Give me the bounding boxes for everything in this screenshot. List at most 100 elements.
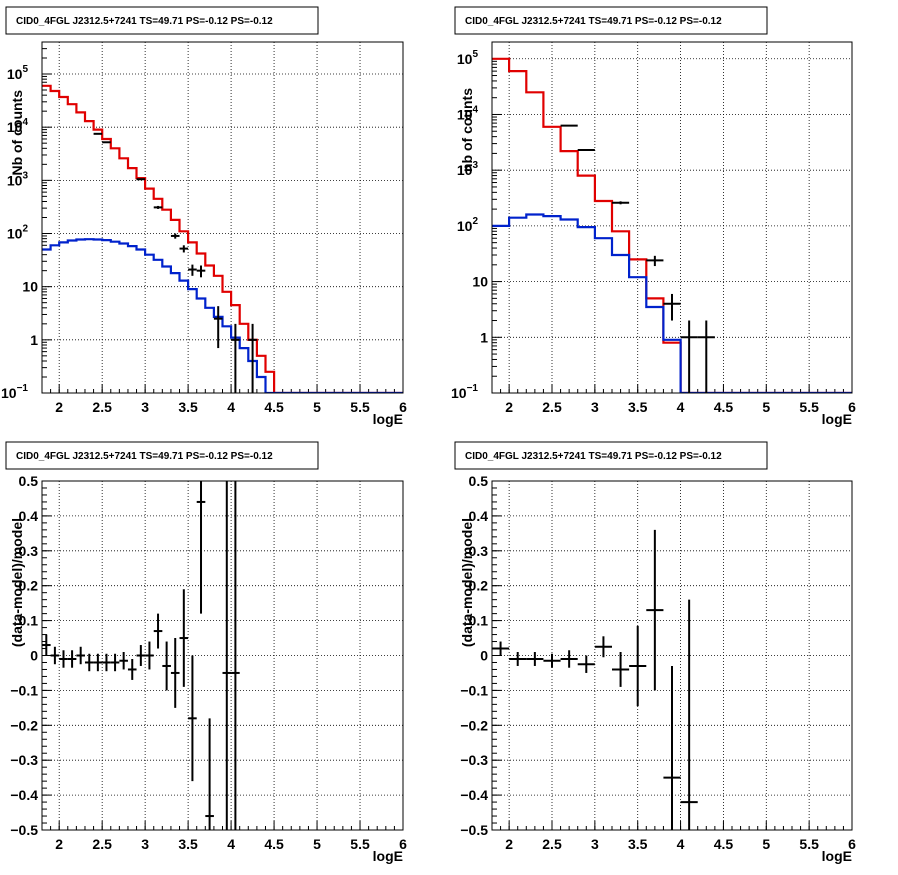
x-tick-label: 2.5 (542, 399, 562, 415)
x-tick-label: 3.5 (178, 836, 198, 852)
title-box (454, 441, 768, 470)
y-tick-label: −0.4 (460, 787, 488, 803)
title-box (5, 6, 319, 35)
y-tick-label: −0.2 (460, 717, 488, 733)
x-axis-title: logE (822, 411, 852, 427)
y-tick-label: −0.1 (10, 682, 38, 698)
title-box (5, 441, 319, 470)
x-tick-label: 5 (762, 399, 770, 415)
y-tick-label: 102 (7, 224, 29, 242)
y-tick-label: 103 (457, 160, 479, 178)
panel-title: CID0_4FGL J2312.5+7241 TS=49.71 PS=-0.12… (465, 16, 722, 27)
x-tick-label: 4.5 (264, 836, 284, 852)
plot-frame (491, 480, 853, 831)
y-tick-label: 0.1 (469, 613, 489, 629)
source_model-histogram (42, 238, 403, 393)
x-tick-label: 6 (848, 836, 856, 852)
y-tick-label: 0.4 (469, 508, 489, 524)
x-tick-label: 4 (227, 836, 235, 852)
total_model-histogram (42, 84, 403, 393)
x-tick-label: 4 (227, 399, 235, 415)
y-tick-label: 105 (7, 64, 29, 82)
plot-frame (491, 41, 853, 394)
x-axis-title: logE (373, 411, 403, 427)
y-tick-label: 0.1 (19, 613, 39, 629)
y-tick-label: 105 (457, 49, 479, 67)
plot-area (492, 529, 698, 830)
x-tick-label: 5.5 (350, 399, 370, 415)
panel-title: CID0_4FGL J2312.5+7241 TS=49.71 PS=-0.12… (16, 451, 273, 462)
x-tick-label: 3 (591, 836, 599, 852)
y-axis-title: nb of counts (459, 88, 475, 172)
y-tick-label: 10−1 (451, 383, 478, 401)
title-box (454, 6, 768, 35)
y-tick-label: 0.5 (19, 473, 39, 489)
panel-counts-fine-bins: CID0_4FGL J2312.5+7241 TS=49.71 PS=-0.12… (1, 6, 407, 427)
y-tick-label: 104 (7, 117, 29, 135)
y-tick-label: 10−1 (1, 383, 28, 401)
plot-frame (41, 480, 404, 831)
panel-residuals-coarse-bins: CID0_4FGL J2312.5+7241 TS=49.71 PS=-0.12… (454, 441, 856, 864)
x-tick-label: 5 (762, 836, 770, 852)
y-tick-label: −0.3 (10, 752, 38, 768)
y-tick-label: 0.2 (469, 578, 489, 594)
y-tick-label: 104 (457, 104, 479, 122)
x-tick-label: 4.5 (264, 399, 284, 415)
x-tick-label: 2.5 (92, 836, 112, 852)
panel-title: CID0_4FGL J2312.5+7241 TS=49.71 PS=-0.12… (16, 16, 273, 27)
y-tick-label: −0.4 (10, 787, 38, 803)
x-tick-label: 6 (399, 399, 407, 415)
x-tick-label: 2 (55, 399, 63, 415)
y-tick-label: 102 (457, 216, 479, 234)
x-tick-label: 5 (313, 836, 321, 852)
x-tick-label: 4.5 (714, 399, 734, 415)
y-tick-label: 0.3 (19, 543, 39, 559)
x-tick-label: 5.5 (799, 836, 819, 852)
x-tick-label: 5.5 (799, 399, 819, 415)
y-tick-label: 0.4 (19, 508, 39, 524)
x-tick-label: 2 (505, 836, 513, 852)
x-tick-label: 2 (55, 836, 63, 852)
y-tick-label: 10 (22, 279, 38, 295)
plot-frame (41, 41, 404, 394)
panel-counts-coarse-bins: CID0_4FGL J2312.5+7241 TS=49.71 PS=-0.12… (451, 6, 856, 427)
panel-title: CID0_4FGL J2312.5+7241 TS=49.71 PS=-0.12… (465, 451, 722, 462)
x-tick-label: 3.5 (628, 399, 648, 415)
x-tick-label: 5.5 (350, 836, 370, 852)
source_model-histogram (492, 213, 852, 393)
x-tick-label: 3 (141, 399, 149, 415)
x-axis-title: logE (373, 848, 403, 864)
y-tick-label: −0.2 (10, 717, 38, 733)
x-tick-label: 4.5 (714, 836, 734, 852)
x-tick-label: 2.5 (542, 836, 562, 852)
y-axis-title: (data-model)/model (9, 518, 25, 647)
x-tick-label: 3.5 (628, 836, 648, 852)
y-tick-label: 0 (480, 648, 488, 664)
x-tick-label: 5 (313, 399, 321, 415)
y-tick-label: −0.3 (460, 752, 488, 768)
x-tick-label: 6 (848, 399, 856, 415)
y-tick-label: 0.5 (469, 473, 489, 489)
y-tick-label: 103 (7, 170, 29, 188)
plot-area (492, 57, 852, 393)
x-axis-title: logE (822, 848, 852, 864)
y-tick-label: 0 (30, 648, 38, 664)
y-tick-label: 1 (30, 332, 38, 348)
y-axis-title: Nb of counts (9, 90, 25, 176)
panel-residuals-fine-bins: CID0_4FGL J2312.5+7241 TS=49.71 PS=-0.12… (5, 441, 407, 864)
y-tick-label: −0.5 (10, 822, 38, 838)
y-axis-title: (data-model)/model (459, 518, 475, 647)
x-tick-label: 2.5 (92, 399, 112, 415)
x-tick-label: 4 (677, 836, 685, 852)
x-tick-label: 3 (591, 399, 599, 415)
x-tick-label: 3.5 (178, 399, 198, 415)
y-tick-label: 1 (480, 329, 488, 345)
plot-area (42, 481, 240, 830)
x-tick-label: 3 (141, 836, 149, 852)
y-tick-label: 0.3 (469, 543, 489, 559)
x-tick-label: 6 (399, 836, 407, 852)
x-tick-label: 4 (677, 399, 685, 415)
y-tick-label: 10 (472, 274, 488, 290)
y-tick-label: −0.5 (460, 822, 488, 838)
